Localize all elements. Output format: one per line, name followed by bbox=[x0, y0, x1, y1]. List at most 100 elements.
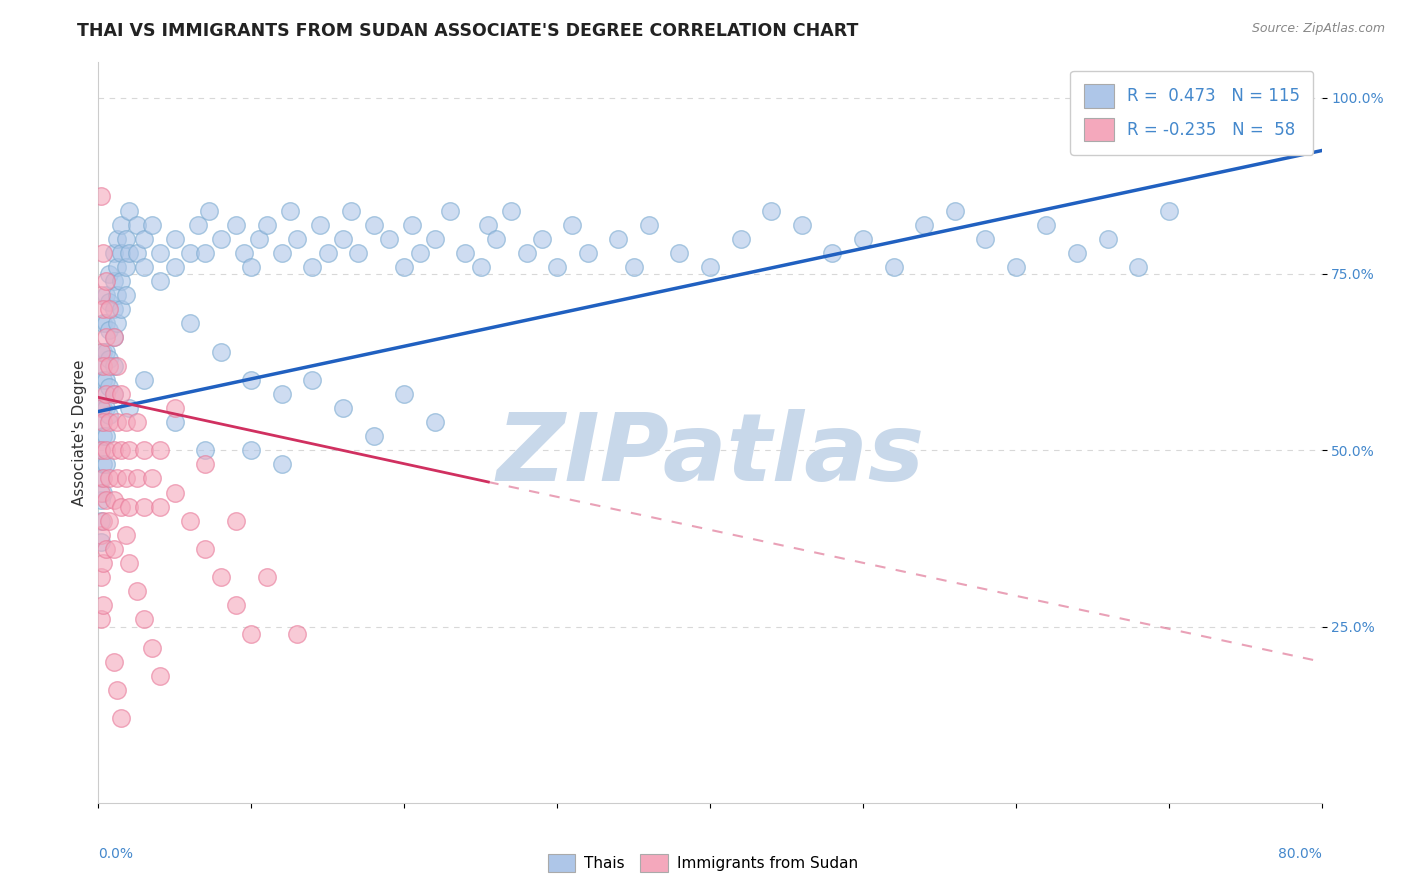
Point bbox=[240, 626, 263, 640]
Point bbox=[439, 203, 461, 218]
Point bbox=[149, 669, 172, 683]
Point bbox=[103, 359, 125, 373]
Point bbox=[163, 415, 186, 429]
Text: Source: ZipAtlas.com: Source: ZipAtlas.com bbox=[1251, 22, 1385, 36]
Point bbox=[516, 245, 538, 260]
Point bbox=[179, 514, 201, 528]
Point bbox=[90, 415, 112, 429]
Point bbox=[1066, 245, 1088, 260]
Point bbox=[110, 245, 132, 260]
Point bbox=[91, 359, 114, 373]
Point bbox=[339, 203, 361, 218]
Point bbox=[90, 570, 112, 584]
Point bbox=[270, 387, 292, 401]
Point bbox=[821, 245, 844, 260]
Point bbox=[301, 260, 323, 274]
Point bbox=[149, 245, 172, 260]
Point bbox=[278, 203, 301, 218]
Point bbox=[240, 443, 263, 458]
Point bbox=[332, 401, 354, 415]
Point bbox=[470, 260, 492, 274]
Point bbox=[485, 232, 508, 246]
Point bbox=[91, 429, 114, 443]
Point bbox=[105, 288, 128, 302]
Point bbox=[454, 245, 477, 260]
Point bbox=[546, 260, 568, 274]
Point bbox=[225, 218, 247, 232]
Point bbox=[883, 260, 905, 274]
Point bbox=[91, 344, 114, 359]
Point bbox=[94, 458, 117, 472]
Point bbox=[105, 359, 128, 373]
Point bbox=[90, 612, 112, 626]
Point bbox=[730, 232, 752, 246]
Point bbox=[105, 316, 128, 330]
Point bbox=[103, 245, 125, 260]
Point bbox=[209, 344, 232, 359]
Point bbox=[91, 415, 114, 429]
Point bbox=[94, 401, 117, 415]
Point bbox=[194, 458, 217, 472]
Point bbox=[115, 471, 138, 485]
Point bbox=[232, 245, 254, 260]
Point bbox=[270, 245, 292, 260]
Point bbox=[363, 429, 385, 443]
Point bbox=[90, 443, 112, 458]
Point bbox=[90, 485, 112, 500]
Point bbox=[98, 295, 121, 310]
Point bbox=[118, 245, 141, 260]
Point bbox=[110, 387, 132, 401]
Point bbox=[98, 380, 121, 394]
Point bbox=[94, 429, 117, 443]
Point bbox=[90, 359, 112, 373]
Point bbox=[316, 245, 339, 260]
Point bbox=[90, 288, 112, 302]
Point bbox=[501, 203, 523, 218]
Point bbox=[974, 232, 997, 246]
Point bbox=[105, 232, 128, 246]
Point bbox=[90, 387, 112, 401]
Point bbox=[115, 260, 138, 274]
Point bbox=[149, 443, 172, 458]
Point bbox=[759, 203, 782, 218]
Point bbox=[94, 344, 117, 359]
Point bbox=[209, 232, 232, 246]
Point bbox=[401, 218, 423, 232]
Point bbox=[194, 245, 217, 260]
Point bbox=[103, 387, 125, 401]
Point bbox=[134, 500, 156, 514]
Point bbox=[576, 245, 599, 260]
Point bbox=[105, 683, 128, 698]
Point bbox=[110, 302, 132, 317]
Point bbox=[332, 232, 354, 246]
Point bbox=[125, 245, 148, 260]
Point bbox=[94, 541, 117, 556]
Point bbox=[194, 443, 217, 458]
Point bbox=[105, 415, 128, 429]
Point bbox=[115, 288, 138, 302]
Point bbox=[1097, 232, 1119, 246]
Point bbox=[125, 415, 148, 429]
Point bbox=[285, 626, 308, 640]
Point bbox=[118, 401, 141, 415]
Point bbox=[149, 500, 172, 514]
Point bbox=[256, 218, 278, 232]
Point bbox=[90, 528, 112, 542]
Point bbox=[561, 218, 583, 232]
Point bbox=[423, 415, 446, 429]
Point bbox=[392, 260, 416, 274]
Point bbox=[134, 373, 156, 387]
Point bbox=[118, 556, 141, 570]
Point bbox=[103, 330, 125, 344]
Point bbox=[209, 570, 232, 584]
Point bbox=[94, 443, 117, 458]
Point bbox=[91, 245, 114, 260]
Point bbox=[225, 514, 247, 528]
Point bbox=[94, 492, 117, 507]
Point bbox=[309, 218, 332, 232]
Point bbox=[163, 260, 186, 274]
Point bbox=[94, 373, 117, 387]
Point bbox=[1035, 218, 1057, 232]
Point bbox=[149, 274, 172, 288]
Point bbox=[163, 401, 186, 415]
